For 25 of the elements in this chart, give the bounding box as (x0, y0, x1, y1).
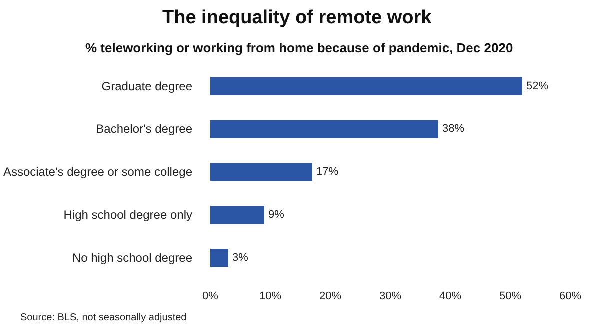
y-tick-label: Graduate degree (102, 79, 193, 94)
y-tick-label: Bachelor's degree (96, 122, 193, 136)
x-tick-label: 50% (499, 290, 522, 302)
x-tick-label: 40% (439, 290, 462, 302)
source-note: Source: BLS, not seasonally adjusted (20, 312, 187, 324)
bar (210, 163, 312, 182)
data-label: 17% (316, 166, 339, 178)
x-tick-label: 20% (319, 290, 342, 302)
data-label: 52% (526, 80, 549, 92)
x-tick-label: 10% (259, 290, 282, 302)
data-label: 38% (442, 123, 465, 136)
bar (210, 249, 228, 268)
x-tick-label: 0% (202, 290, 219, 302)
y-tick-label: No high school degree (72, 251, 193, 266)
data-label: 3% (232, 252, 249, 264)
chart-subtitle: % teleworking or working from home because of pandemic, Dec 2020 (86, 40, 514, 56)
y-tick-label: Associate's degree or some college (3, 165, 193, 180)
x-tick-label: 30% (379, 290, 402, 302)
bar (210, 120, 438, 138)
x-tick-label: 60% (559, 290, 582, 302)
chart-title: The inequality of remote work (162, 8, 432, 28)
bar (210, 206, 264, 224)
bar (210, 77, 522, 96)
y-tick-label: High school degree only (64, 208, 192, 222)
data-label: 9% (268, 209, 285, 222)
